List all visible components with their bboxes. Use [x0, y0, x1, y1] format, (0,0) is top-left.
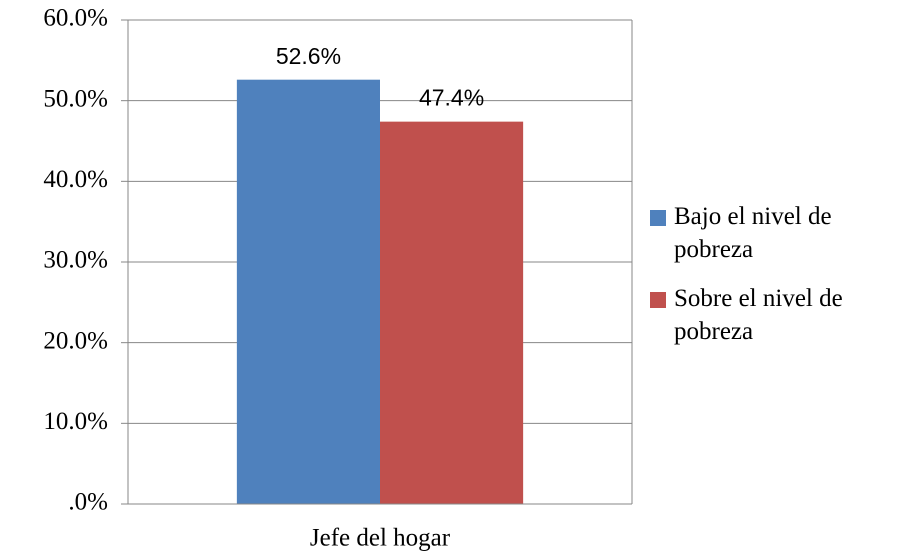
bar	[380, 121, 524, 504]
x-tick-label: Jefe del hogar	[310, 525, 451, 552]
legend-label: Sobre el nivel de pobreza	[674, 285, 843, 345]
y-tick-label: 20.0%	[43, 327, 108, 354]
legend-label: Bajo el nivel de pobreza	[674, 203, 832, 263]
y-tick-label: 30.0%	[43, 247, 108, 274]
legend: Bajo el nivel de pobreza Sobre el nivel d…	[648, 200, 904, 364]
y-tick-label: 50.0%	[43, 85, 108, 112]
y-tick-label: 40.0%	[43, 166, 108, 193]
legend-item: Sobre el nivel de pobreza	[648, 282, 904, 348]
y-tick-label: 10.0%	[43, 408, 108, 435]
legend-swatch	[650, 210, 666, 226]
data-label: 47.4%	[419, 85, 484, 111]
data-label: 52.6%	[276, 43, 341, 69]
legend-item: Bajo el nivel de pobreza	[648, 200, 904, 266]
legend-swatch	[650, 292, 666, 308]
y-tick-label: .0%	[68, 489, 108, 516]
y-tick-label: 60.0%	[43, 5, 108, 32]
bar	[236, 79, 380, 505]
